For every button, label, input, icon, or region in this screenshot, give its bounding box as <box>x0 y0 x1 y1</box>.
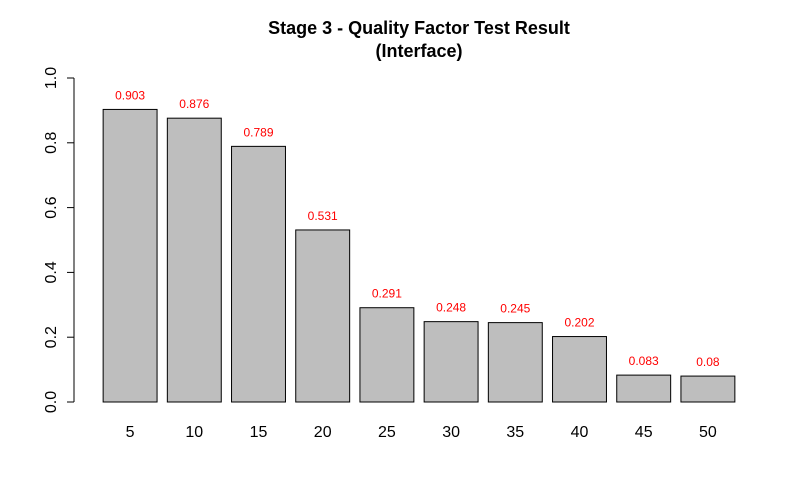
data-label: 0.08 <box>696 355 720 369</box>
bar <box>166 117 222 403</box>
y-tick-label: 0.8 <box>43 132 60 154</box>
data-label: 0.903 <box>115 88 145 102</box>
bar <box>231 145 286 403</box>
x-tick-label: 50 <box>699 424 717 441</box>
bar <box>295 229 351 403</box>
data-label: 0.531 <box>308 209 338 223</box>
bar <box>359 307 415 403</box>
data-label: 0.248 <box>436 301 466 315</box>
y-tick-label: 0.4 <box>43 261 60 283</box>
x-tick-label: 20 <box>314 424 332 441</box>
data-label: 0.202 <box>564 316 594 330</box>
y-tick-label: 0.0 <box>43 391 60 413</box>
x-tick-label: 35 <box>506 424 524 441</box>
bar <box>552 336 607 403</box>
data-label: 0.083 <box>629 354 659 368</box>
x-tick-label: 10 <box>185 424 203 441</box>
x-tick-label: 40 <box>571 424 589 441</box>
x-tick-label: 45 <box>635 424 653 441</box>
y-tick-label: 0.6 <box>43 196 60 218</box>
bar <box>487 322 543 403</box>
bar <box>616 374 672 403</box>
x-tick-labels: 5 10 15 20 25 30 35 40 45 50 <box>126 424 717 441</box>
data-label: 0.245 <box>500 302 530 316</box>
x-tick-label: 25 <box>378 424 396 441</box>
y-tick-label: 1.0 <box>43 67 60 89</box>
data-label: 0.291 <box>372 287 402 301</box>
data-label: 0.876 <box>179 97 209 111</box>
bars-group: 0.903 0.876 0.789 0.531 0.291 0.248 0.245 0.202… <box>102 88 736 403</box>
chart-subtitle: (Interface) <box>375 41 462 61</box>
x-tick-label: 30 <box>442 424 460 441</box>
x-tick-label: 5 <box>126 424 135 441</box>
x-tick-label: 15 <box>250 424 268 441</box>
bar <box>680 375 736 403</box>
bar <box>102 108 158 403</box>
y-axis: 0.0 0.2 0.4 0.6 0.8 1.0 <box>43 67 75 413</box>
y-tick-label: 0.2 <box>43 326 60 348</box>
data-label: 0.789 <box>243 125 273 139</box>
chart-title: Stage 3 - Quality Factor Test Result <box>268 18 570 38</box>
bar <box>423 321 479 403</box>
